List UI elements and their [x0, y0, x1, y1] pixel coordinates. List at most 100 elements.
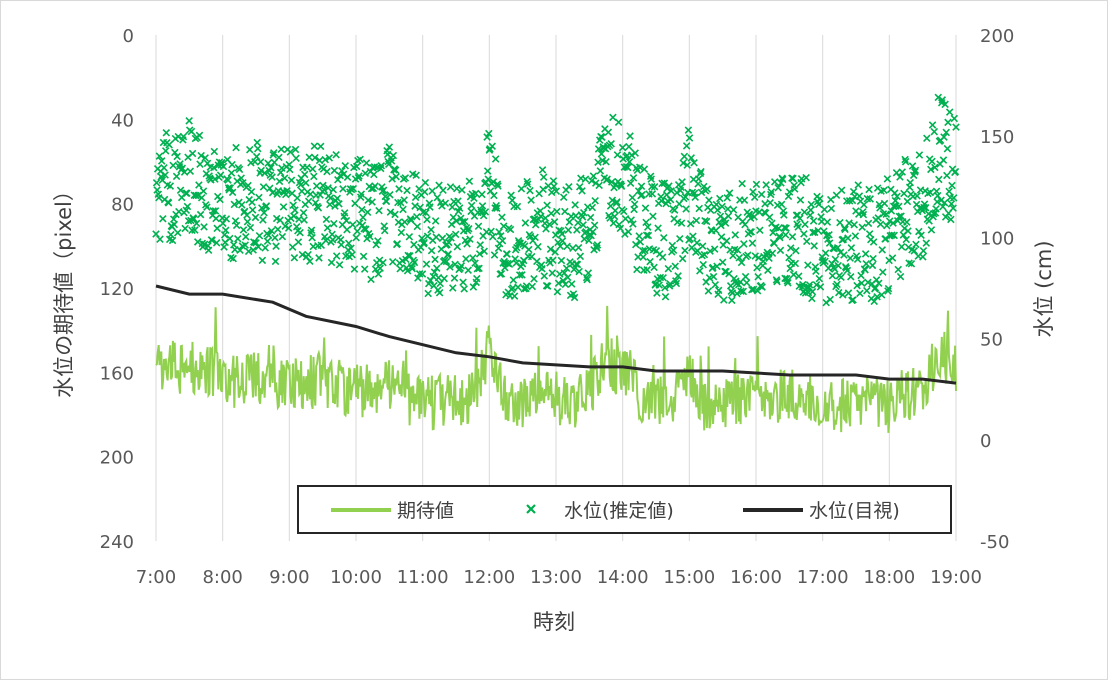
- scatter-point: [897, 212, 905, 220]
- scatter-point: [638, 247, 647, 255]
- scatter-point: [433, 264, 441, 273]
- scatter-point: [192, 191, 200, 200]
- scatter-point: [509, 276, 518, 284]
- scatter-point: [557, 256, 566, 265]
- scatter-point: [812, 281, 821, 289]
- scatter-point: [258, 256, 267, 265]
- scatter-point: [903, 218, 911, 226]
- scatter-point: [922, 239, 931, 247]
- scatter-point: [374, 270, 383, 278]
- scatter-point: [906, 178, 915, 187]
- scatter-point: [896, 272, 905, 281]
- scatter-point: [847, 244, 856, 252]
- scatter-point: [420, 188, 429, 196]
- scatter-point: [919, 246, 928, 255]
- scatter-point: [685, 134, 694, 142]
- scatter-point: [487, 227, 495, 236]
- scatter-point: [505, 260, 514, 268]
- scatter-point: [372, 240, 380, 249]
- scatter-point: [448, 203, 456, 211]
- scatter-point: [347, 244, 355, 252]
- scatter-point: [690, 158, 698, 167]
- scatter-point: [216, 195, 224, 204]
- scatter-point: [388, 258, 397, 266]
- scatter-point: [499, 222, 508, 230]
- scatter-point: [786, 244, 795, 252]
- scatter-point: [686, 219, 695, 228]
- scatter-point: [897, 243, 906, 251]
- scatter-point: [307, 226, 316, 235]
- scatter-point: [944, 118, 952, 127]
- scatter-point: [768, 249, 777, 258]
- scatter-point: [219, 162, 228, 171]
- scatter-point: [304, 250, 312, 259]
- scatter-point: [656, 273, 665, 282]
- scatter-point: [183, 189, 191, 198]
- scatter-point: [574, 243, 583, 252]
- scatter-point: [316, 191, 324, 199]
- scatter-point: [430, 268, 439, 276]
- x-tick-label: 17:00: [797, 567, 849, 588]
- scatter-point: [864, 219, 873, 228]
- scatter-point: [359, 252, 368, 261]
- y-left-tick-label: 200: [100, 448, 134, 469]
- scatter-point: [549, 256, 557, 265]
- scatter-point: [765, 254, 773, 262]
- scatter-point: [284, 224, 293, 232]
- scatter-point: [478, 190, 486, 199]
- scatter-point: [427, 225, 435, 234]
- scatter-point: [161, 147, 170, 155]
- scatter-point: [243, 211, 251, 219]
- scatter-point: [543, 201, 551, 210]
- scatter-point: [772, 276, 781, 284]
- scatter-point: [254, 243, 263, 251]
- scatter-point: [334, 175, 342, 184]
- scatter-point: [454, 197, 462, 205]
- scatter-point: [294, 238, 303, 246]
- scatter-point: [526, 186, 534, 195]
- scatter-point: [901, 155, 909, 164]
- scatter-point: [800, 208, 809, 216]
- scatter-point: [490, 191, 498, 200]
- scatter-point: [591, 196, 599, 205]
- scatter-point: [540, 272, 549, 280]
- scatter-point: [447, 220, 456, 229]
- scatter-point: [915, 151, 924, 159]
- scatter-point: [197, 151, 205, 160]
- scatter-point: [523, 177, 531, 186]
- legend-layer: 期待値 水位(推定値) 水位(目視): [297, 485, 952, 534]
- scatter-point: [934, 93, 943, 102]
- scatter-point: [352, 162, 361, 171]
- scatter-point: [348, 250, 356, 259]
- scatter-point: [488, 142, 497, 150]
- scatter-point: [611, 206, 619, 215]
- scatter-point: [253, 138, 261, 147]
- scatter-point: [213, 224, 221, 233]
- scatter-point: [387, 157, 396, 165]
- scatter-point: [901, 157, 910, 166]
- scatter-point: [415, 185, 423, 193]
- axis-layer: 7:00 8:00 9:00 10:00 11:00 12:00 13:00 14:00 15:…: [100, 26, 1015, 588]
- scatter-point: [859, 210, 868, 219]
- scatter-point: [581, 175, 590, 183]
- scatter-point: [827, 204, 836, 213]
- scatter-point: [475, 250, 484, 258]
- scatter-point: [671, 262, 679, 271]
- scatter-point: [240, 207, 249, 216]
- scatter-point: [156, 235, 164, 243]
- scatter-point: [180, 168, 189, 176]
- scatter-point: [911, 166, 920, 175]
- scatter-point: [642, 218, 650, 227]
- scatter-point: [644, 231, 653, 240]
- scatter-point: [623, 163, 632, 172]
- scatter-point: [908, 162, 917, 170]
- scatter-point: [296, 181, 305, 189]
- scatter-point: [584, 269, 593, 277]
- scatter-point: [789, 270, 798, 279]
- scatter-point: [528, 282, 537, 291]
- scatter-point: [199, 187, 208, 195]
- scatter-point: [816, 283, 825, 291]
- scatter-point: [796, 214, 804, 223]
- scatter-point: [185, 117, 193, 125]
- scatter-point: [856, 289, 864, 298]
